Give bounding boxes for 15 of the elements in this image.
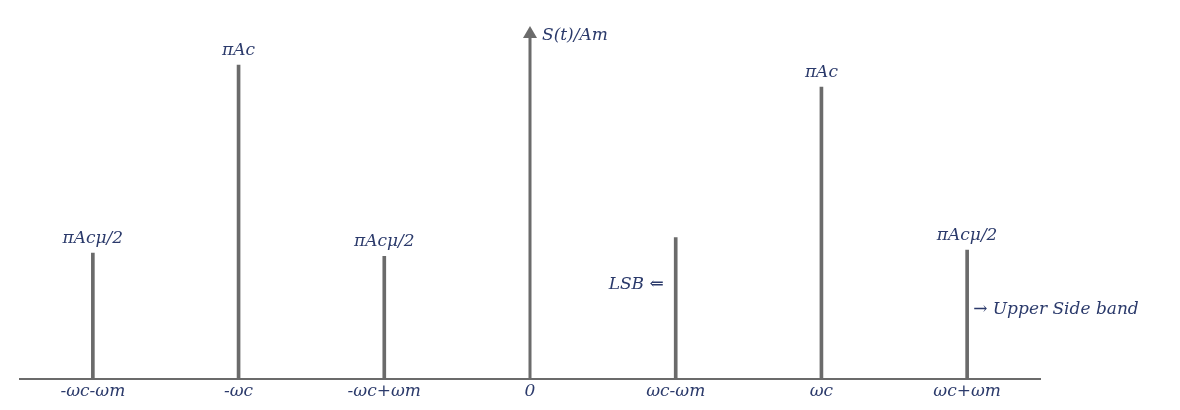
annotation: → Upper Side band <box>973 298 1139 319</box>
annotation: πAcμ/2 <box>935 223 998 244</box>
x-tick-label: ωc+ωm <box>933 380 1001 401</box>
annotation: πAc <box>803 60 839 81</box>
y-axis-title: S(t)/Am <box>542 24 608 45</box>
x-tick-label: -ωc+ωm <box>347 380 421 401</box>
annotation: πAcμ/2 <box>61 227 124 248</box>
annotation: LSB ⇐ <box>607 272 664 293</box>
x-tick-label: ωc <box>809 380 834 401</box>
x-tick-label: 0 <box>524 380 536 401</box>
annotation: πAc <box>221 39 256 59</box>
x-tick-label: ωc-ωm <box>646 380 706 401</box>
x-tick-label: -ωc-ωm <box>60 380 126 401</box>
annotation: πAcμ/2 <box>353 230 415 251</box>
x-tick-label: -ωc <box>224 380 254 401</box>
